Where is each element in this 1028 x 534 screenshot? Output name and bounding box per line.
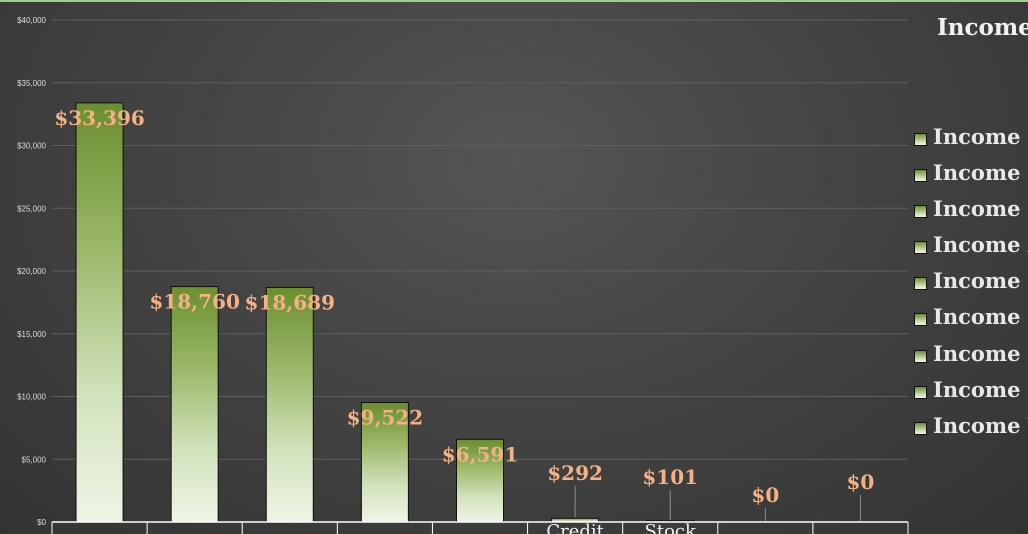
category-label: Stock bbox=[645, 521, 697, 534]
y-tick-label: $15,000 bbox=[17, 330, 46, 339]
legend-swatch bbox=[914, 205, 927, 219]
legend-swatch bbox=[914, 169, 927, 183]
data-label: $292 bbox=[547, 461, 603, 485]
bar bbox=[265, 286, 314, 523]
data-label: $9,522 bbox=[347, 405, 424, 429]
y-tick-label: $0 bbox=[37, 518, 46, 527]
legend-label: Income C bbox=[933, 304, 1028, 330]
bar bbox=[75, 102, 124, 523]
data-label: $6,591 bbox=[442, 442, 519, 466]
legend-swatch bbox=[914, 241, 927, 255]
legend-swatch bbox=[914, 421, 927, 435]
data-label: $0 bbox=[751, 483, 779, 507]
data-label: $0 bbox=[847, 470, 875, 494]
bar bbox=[170, 286, 219, 523]
y-tick-label: $35,000 bbox=[17, 79, 46, 88]
legend-label: Income I bbox=[933, 160, 1028, 186]
data-label: $33,396 bbox=[54, 106, 144, 130]
legend-swatch bbox=[914, 385, 927, 399]
legend-title: Income bbox=[937, 14, 1028, 41]
data-labels: $33,396 $18,760 $18,689 $9,522 $6,591 $292 $10… bbox=[54, 106, 874, 521]
data-label: $101 bbox=[642, 465, 698, 489]
legend-label: Income I bbox=[933, 268, 1028, 294]
y-axis-ticks: $0 $5,000 $10,000 $15,000 $20,000 $25,000 $30,… bbox=[17, 16, 46, 527]
legend-label: Income S bbox=[933, 376, 1028, 402]
legend-swatch bbox=[914, 133, 927, 146]
legend-label: Income I bbox=[933, 124, 1028, 149]
legend-label: Income S bbox=[933, 340, 1028, 366]
top-border bbox=[0, 0, 1028, 2]
data-label: $18,689 bbox=[245, 290, 335, 314]
category-label: Credit bbox=[546, 521, 604, 534]
legend-label: Income I bbox=[933, 196, 1028, 222]
category-axis: Credit Stock bbox=[51, 521, 909, 534]
bar bbox=[360, 401, 409, 523]
legend-label: Income Y bbox=[933, 412, 1028, 438]
legend-label: Income A bbox=[933, 232, 1028, 258]
data-label: $18,760 bbox=[149, 290, 239, 314]
legend-swatch bbox=[914, 277, 927, 291]
y-tick-label: $10,000 bbox=[17, 393, 46, 402]
y-tick-label: $40,000 bbox=[17, 16, 46, 25]
y-tick-label: $25,000 bbox=[17, 204, 46, 213]
legend-swatch bbox=[914, 313, 927, 327]
legend-swatch bbox=[914, 349, 927, 363]
y-tick-label: $30,000 bbox=[17, 142, 46, 151]
y-tick-label: $5,000 bbox=[22, 455, 47, 464]
bar bbox=[456, 438, 504, 523]
y-tick-label: $20,000 bbox=[17, 267, 46, 276]
